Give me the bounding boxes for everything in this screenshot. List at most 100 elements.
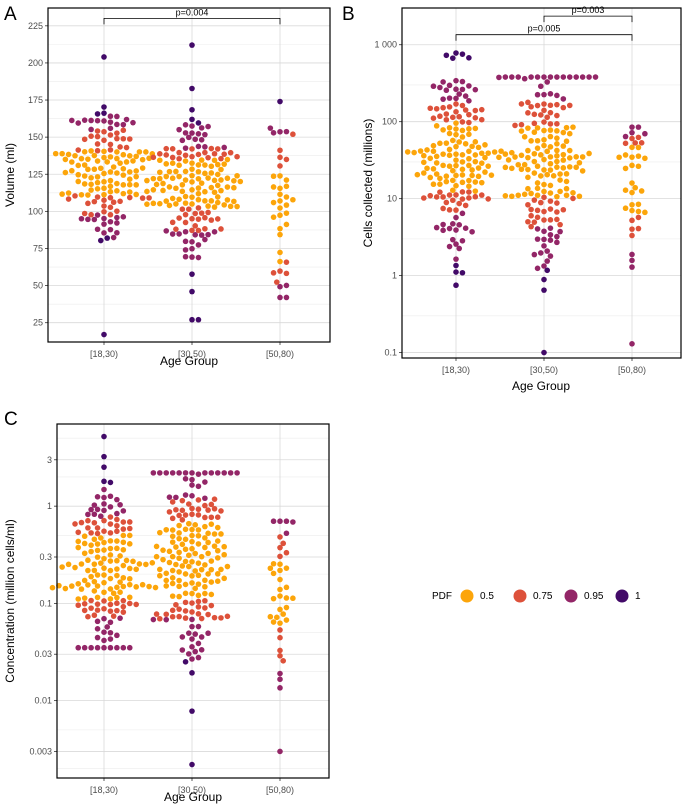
data-point xyxy=(185,134,192,141)
data-point xyxy=(173,601,179,608)
data-point xyxy=(277,676,283,683)
data-point xyxy=(120,526,127,532)
data-point xyxy=(202,214,208,221)
data-point xyxy=(453,86,459,93)
data-point xyxy=(208,602,215,609)
data-point xyxy=(166,559,173,566)
data-point xyxy=(101,453,107,460)
data-point xyxy=(88,126,94,133)
data-point xyxy=(195,572,202,579)
y-tick-label: 50 xyxy=(33,281,43,291)
data-point xyxy=(482,142,488,148)
data-point xyxy=(211,531,218,537)
data-point xyxy=(126,541,133,547)
data-point xyxy=(221,202,227,208)
data-point xyxy=(202,605,208,611)
data-point xyxy=(104,624,111,630)
data-point xyxy=(632,184,639,191)
data-point xyxy=(202,470,208,476)
data-point xyxy=(101,478,107,485)
data-point xyxy=(202,131,208,138)
data-point xyxy=(182,558,189,565)
data-point xyxy=(97,513,104,520)
data-point xyxy=(267,565,274,572)
data-point xyxy=(189,106,195,113)
data-point xyxy=(211,177,218,184)
data-point xyxy=(166,509,173,515)
data-point xyxy=(277,191,283,198)
data-point xyxy=(65,151,72,158)
data-point xyxy=(218,177,224,183)
data-point xyxy=(270,595,277,602)
data-point xyxy=(449,187,456,194)
data-point xyxy=(541,243,547,249)
data-point xyxy=(502,192,509,199)
data-point xyxy=(120,151,127,158)
data-point xyxy=(482,154,488,161)
data-point xyxy=(554,74,560,80)
data-point xyxy=(91,536,98,543)
data-point xyxy=(182,211,189,218)
data-point xyxy=(182,581,189,588)
data-point xyxy=(101,54,107,60)
data-point xyxy=(114,155,120,162)
y-tick-label: 0.1 xyxy=(384,348,397,358)
data-point xyxy=(176,126,182,133)
data-point xyxy=(440,162,446,169)
data-point xyxy=(91,588,98,594)
data-point xyxy=(114,607,120,614)
data-point xyxy=(94,158,101,164)
data-point xyxy=(94,117,101,124)
data-point xyxy=(459,127,466,134)
data-point xyxy=(85,517,91,524)
data-point xyxy=(566,102,573,109)
data-point xyxy=(182,470,189,476)
data-point xyxy=(270,570,277,577)
data-point xyxy=(114,135,120,142)
p-value-label: p=0.004 xyxy=(176,7,209,17)
data-point xyxy=(185,501,192,507)
data-point xyxy=(446,152,453,159)
data-point xyxy=(120,190,127,197)
data-point xyxy=(195,512,202,518)
data-point xyxy=(563,185,570,192)
data-point xyxy=(120,214,127,220)
data-point xyxy=(576,193,583,200)
data-point xyxy=(130,119,136,126)
data-point xyxy=(107,521,114,527)
data-point xyxy=(110,590,117,597)
data-point xyxy=(433,153,440,160)
data-point xyxy=(94,594,101,601)
data-point xyxy=(221,151,227,157)
panel-a-label: A xyxy=(4,4,17,25)
data-point xyxy=(221,575,227,582)
data-point xyxy=(290,519,296,525)
data-point xyxy=(195,623,202,630)
panel-b-label: B xyxy=(342,4,355,25)
data-point xyxy=(91,567,98,574)
data-point xyxy=(166,494,173,500)
data-point xyxy=(189,187,195,193)
data-point xyxy=(202,590,208,597)
data-point xyxy=(224,175,231,182)
data-point xyxy=(101,178,107,185)
data-point xyxy=(85,511,91,518)
data-point xyxy=(198,137,205,143)
data-point xyxy=(205,203,211,209)
data-point xyxy=(144,177,150,184)
data-point xyxy=(176,512,182,519)
data-point xyxy=(163,470,170,476)
data-point xyxy=(195,227,202,234)
data-point xyxy=(117,615,123,621)
data-point xyxy=(195,640,202,647)
data-point xyxy=(531,219,538,225)
data-point xyxy=(195,497,202,503)
data-point xyxy=(88,548,94,555)
data-point xyxy=(117,198,123,205)
data-point xyxy=(173,201,179,207)
data-point xyxy=(622,187,629,193)
data-point xyxy=(189,538,195,545)
data-point xyxy=(169,195,176,202)
data-point xyxy=(198,566,205,573)
